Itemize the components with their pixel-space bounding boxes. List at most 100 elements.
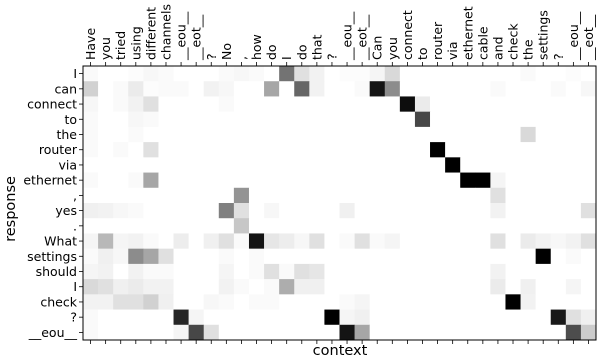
heatmap-cell <box>565 142 582 158</box>
heatmap-cell <box>460 111 476 128</box>
heatmap-cell <box>188 218 205 234</box>
x-tick-label: connect <box>400 10 415 60</box>
x-tick-label: ? <box>324 53 339 60</box>
heatmap-cell <box>339 203 355 219</box>
heatmap-cell <box>98 142 114 158</box>
heatmap-cell <box>324 66 340 82</box>
heatmap-cell <box>550 66 567 82</box>
heatmap-cell <box>143 279 159 295</box>
heatmap-cell <box>565 157 582 173</box>
heatmap-cell <box>445 294 461 310</box>
heatmap-cell <box>203 81 220 97</box>
heatmap-cell <box>203 309 220 326</box>
heatmap-cell <box>294 248 310 265</box>
heatmap-cell <box>460 218 476 234</box>
heatmap-cell <box>218 218 235 234</box>
heatmap-cell <box>414 66 431 82</box>
heatmap-cell <box>490 324 506 341</box>
heatmap-cell <box>324 96 340 112</box>
heatmap-cell <box>83 187 99 204</box>
heatmap-cell <box>188 279 205 295</box>
heatmap-cell <box>565 294 582 310</box>
heatmap-cell <box>128 218 144 234</box>
heatmap-cell <box>490 187 506 204</box>
heatmap-cell <box>580 294 597 310</box>
heatmap-cell <box>143 218 159 234</box>
heatmap-cell <box>113 187 129 204</box>
heatmap-cell <box>505 142 521 158</box>
heatmap-cell <box>414 263 431 280</box>
heatmap-cell <box>324 309 340 326</box>
heatmap-cell <box>520 126 536 143</box>
heatmap-cell <box>414 81 431 97</box>
heatmap-cell <box>354 263 370 280</box>
heatmap-cell <box>309 294 325 310</box>
heatmap-cell <box>264 142 280 158</box>
heatmap-cell <box>399 66 416 82</box>
heatmap-cell <box>445 96 461 112</box>
heatmap-cell <box>339 96 355 112</box>
heatmap-cell <box>369 309 386 326</box>
heatmap-cell <box>369 203 386 219</box>
heatmap-cell <box>98 81 114 97</box>
heatmap-cell <box>460 324 476 341</box>
heatmap-cell <box>128 96 144 112</box>
heatmap-cell <box>550 111 567 128</box>
heatmap-cell <box>475 248 491 265</box>
heatmap-cell <box>414 187 431 204</box>
heatmap-cell <box>445 81 461 97</box>
heatmap-cell <box>475 111 491 128</box>
heatmap-cell <box>173 172 189 189</box>
heatmap-cell <box>233 142 250 158</box>
heatmap-cell <box>399 309 416 326</box>
heatmap-cell <box>460 96 476 112</box>
heatmap-cell <box>520 324 536 341</box>
x-tick-label: that <box>309 35 324 60</box>
y-tick-label: , <box>73 188 77 203</box>
heatmap-cell <box>324 218 340 234</box>
heatmap-cell <box>520 142 536 158</box>
heatmap-cell <box>113 126 129 143</box>
heatmap-cell <box>399 263 416 280</box>
heatmap-cell <box>248 66 265 82</box>
heatmap-cell <box>218 66 235 82</box>
heatmap-cell <box>248 142 265 158</box>
heatmap-cell <box>460 263 476 280</box>
heatmap-cell <box>233 233 250 249</box>
heatmap-cell <box>430 157 446 173</box>
heatmap-cell <box>505 218 521 234</box>
heatmap-cell <box>505 172 521 189</box>
y-tick-label: I <box>73 66 77 81</box>
heatmap-cell <box>445 233 461 249</box>
heatmap-cell <box>384 324 401 341</box>
heatmap-cell <box>294 96 310 112</box>
heatmap-cell <box>354 66 370 82</box>
heatmap-cell <box>520 172 536 189</box>
heatmap-cell <box>445 309 461 326</box>
heatmap-cell <box>98 324 114 341</box>
heatmap-cell <box>490 126 506 143</box>
heatmap-cell <box>143 81 159 97</box>
heatmap-cell <box>520 81 536 97</box>
y-tick-label: can <box>55 81 77 96</box>
heatmap-cell <box>414 248 431 265</box>
heatmap-cell <box>294 126 310 143</box>
heatmap-cell <box>384 279 401 295</box>
heatmap-cell <box>339 157 355 173</box>
x-tick-label: cable <box>475 26 490 60</box>
x-tick-label: settings <box>536 10 551 60</box>
heatmap-cell <box>520 279 536 295</box>
heatmap-cell <box>384 263 401 280</box>
heatmap-cell <box>203 294 220 310</box>
heatmap-cell <box>113 233 129 249</box>
heatmap-cell <box>505 66 521 82</box>
heatmap-cell <box>264 279 280 295</box>
heatmap-cell <box>158 309 174 326</box>
heatmap-cell <box>445 218 461 234</box>
heatmap-cell <box>309 309 325 326</box>
heatmap-cell <box>294 233 310 249</box>
heatmap-cell <box>505 81 521 97</box>
y-tick-label: __eou__ <box>28 325 78 340</box>
heatmap-cell <box>173 263 189 280</box>
